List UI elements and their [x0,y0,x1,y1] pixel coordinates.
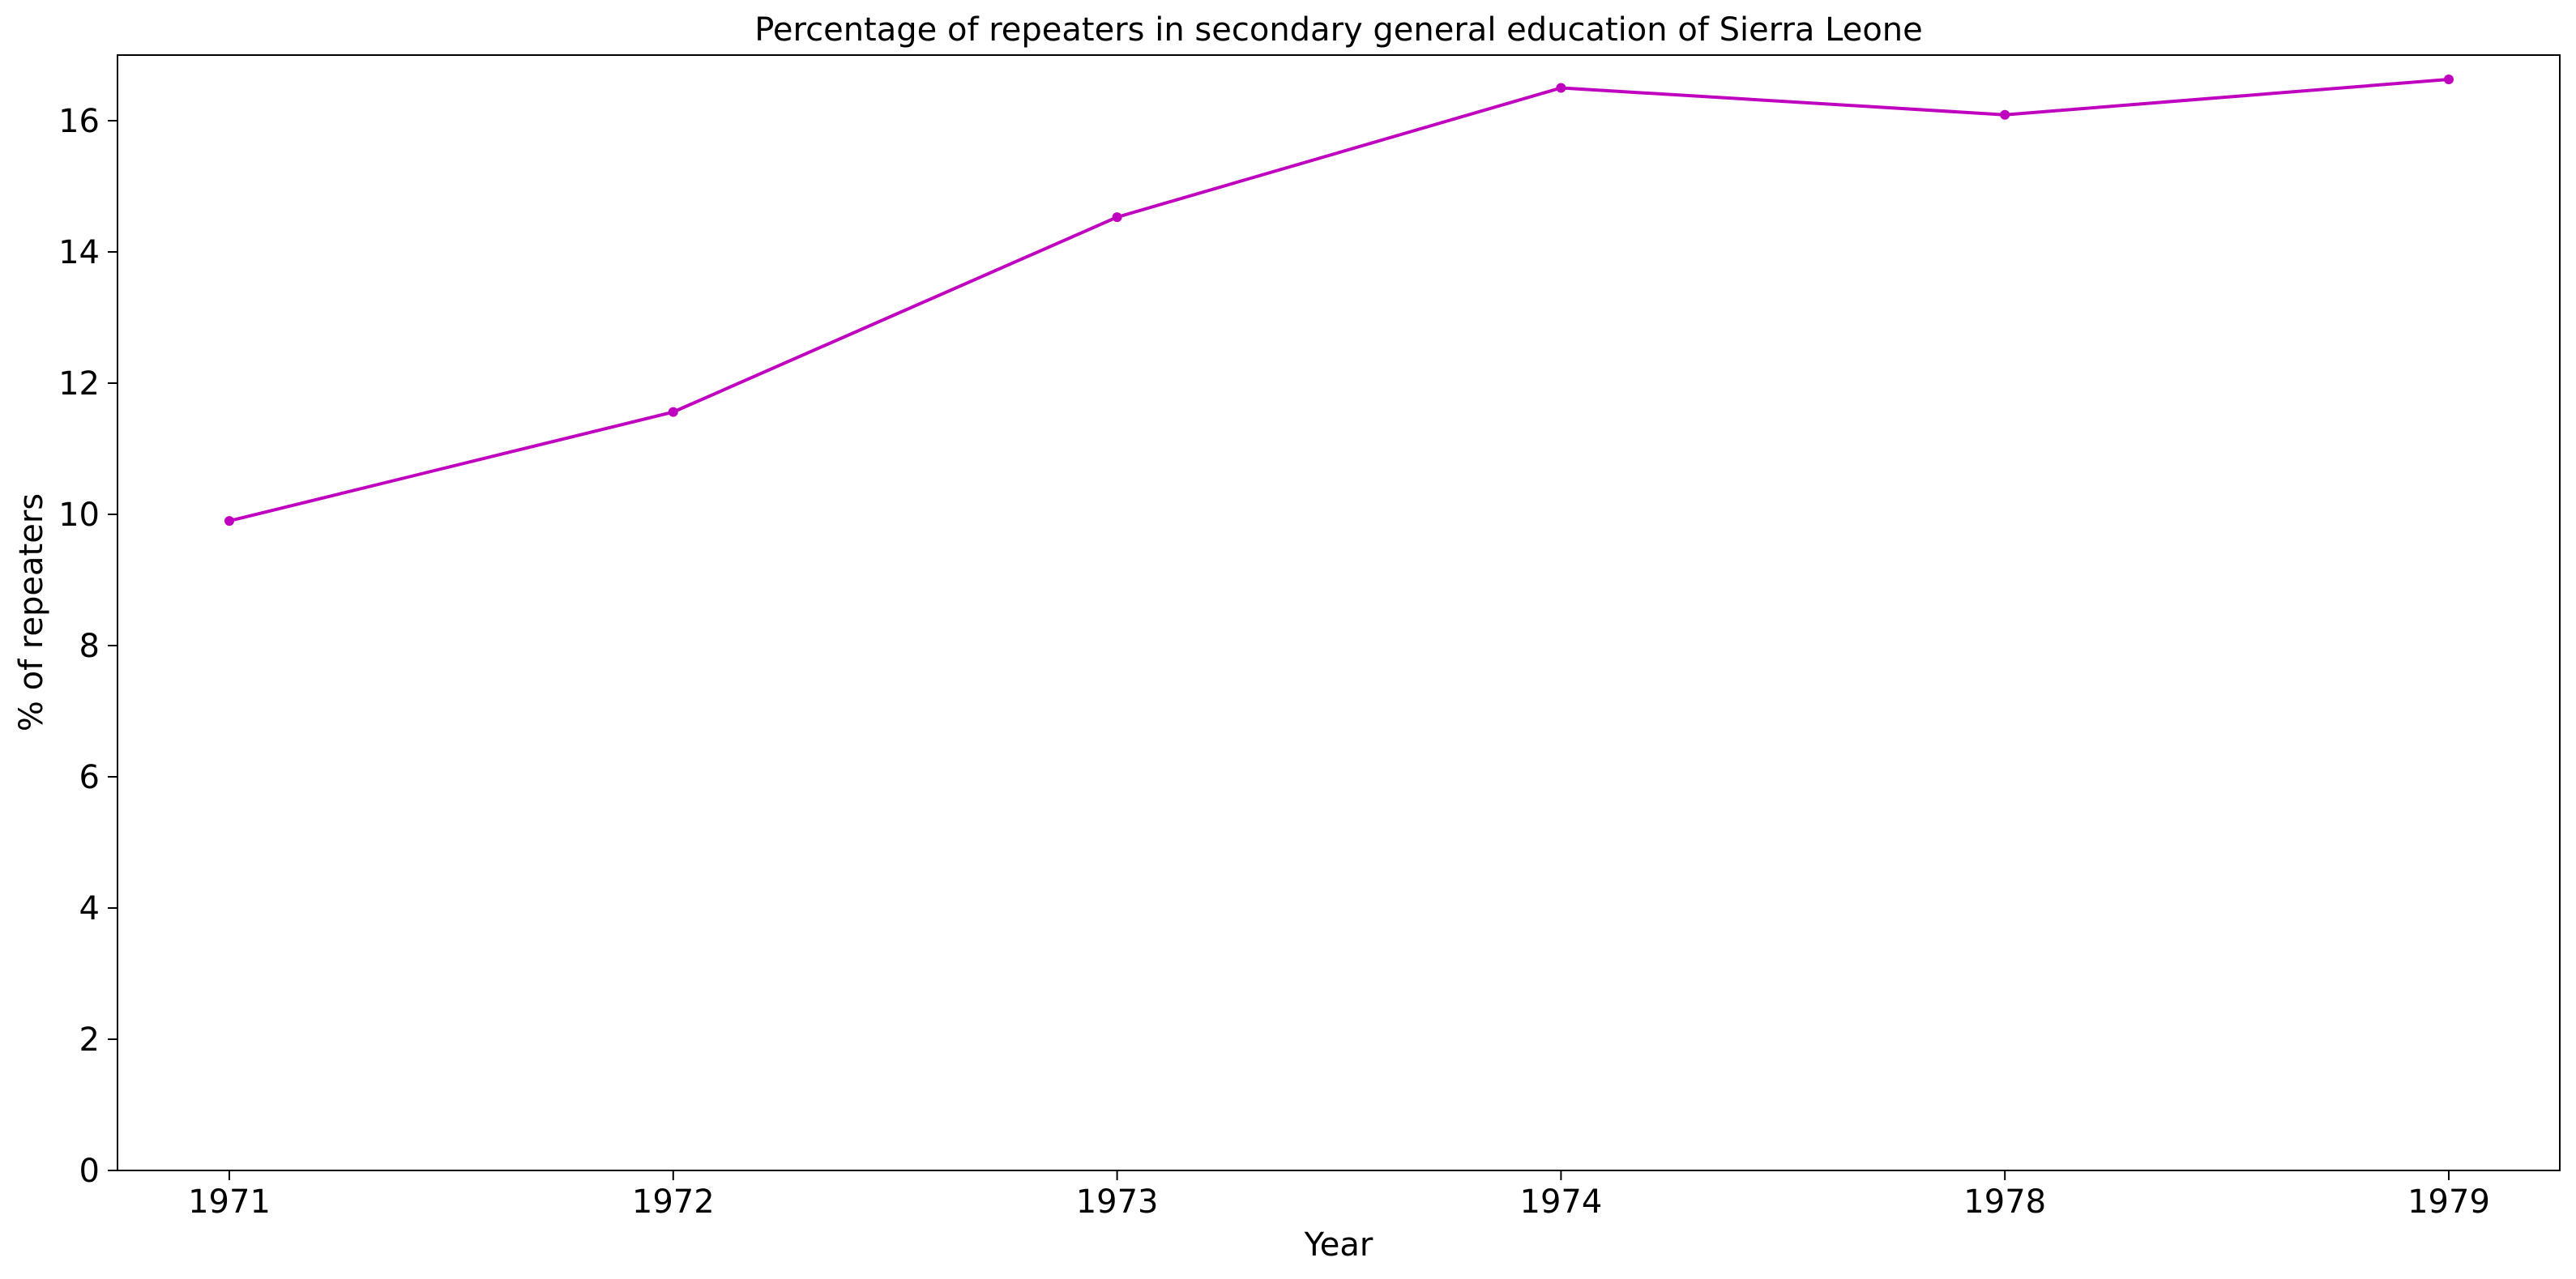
data-point [1112,212,1122,223]
x-axis-title: Year [1304,1226,1373,1264]
y-tick-label: 6 [79,759,100,796]
plot-area-frame [117,54,2561,1171]
x-tick-label: 1978 [1963,1183,2046,1221]
series-line [228,77,2450,523]
chart-title: Percentage of repeaters in secondary gen… [754,11,1923,49]
data-point [1556,83,1566,93]
y-axis-ticks: 0 2 4 6 8 10 12 14 16 [58,103,117,1190]
x-tick-label: 1973 [1076,1183,1159,1221]
data-point [668,407,678,417]
x-tick-label: 1974 [1520,1183,1603,1221]
y-tick-label: 0 [79,1153,100,1190]
data-point [224,516,234,527]
y-tick-label: 4 [79,890,100,927]
y-tick-label: 14 [58,234,100,271]
data-point [2444,74,2454,84]
x-axis-ticks: 1971 1972 1973 1974 1978 1979 [188,1170,2490,1221]
y-axis-title: % of repeaters [13,493,50,731]
y-tick-label: 10 [58,497,100,534]
y-tick-label: 8 [79,628,100,665]
x-tick-label: 1972 [632,1183,715,1221]
y-tick-label: 16 [58,103,100,140]
series-layer [224,74,2454,527]
x-tick-label: 1971 [188,1183,271,1221]
y-tick-label: 12 [58,365,100,403]
y-tick-label: 2 [79,1021,100,1059]
x-tick-label: 1979 [2407,1183,2490,1221]
data-point [2000,109,2010,120]
